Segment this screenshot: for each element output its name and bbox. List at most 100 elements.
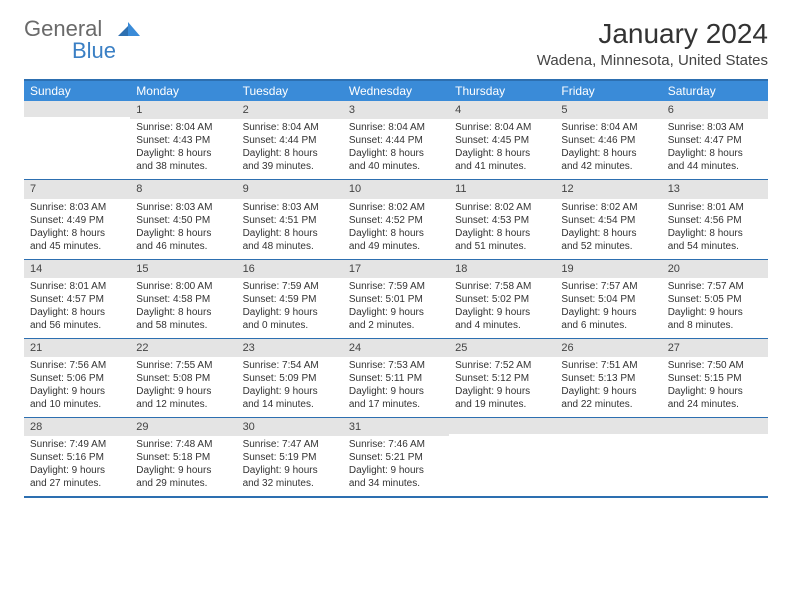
day-content: Sunrise: 7:59 AMSunset: 5:01 PMDaylight:… — [343, 278, 449, 338]
day-content: Sunrise: 8:04 AMSunset: 4:44 PMDaylight:… — [343, 119, 449, 179]
day-content: Sunrise: 7:56 AMSunset: 5:06 PMDaylight:… — [24, 357, 130, 417]
day-number: 10 — [343, 180, 449, 198]
daylight-text: Daylight: 9 hours and 27 minutes. — [30, 464, 124, 490]
day-number: 29 — [130, 418, 236, 436]
sunrise-text: Sunrise: 8:00 AM — [136, 280, 230, 293]
calendar-day-cell: 2Sunrise: 8:04 AMSunset: 4:44 PMDaylight… — [237, 101, 343, 179]
day-content: Sunrise: 8:02 AMSunset: 4:54 PMDaylight:… — [555, 199, 661, 259]
sunset-text: Sunset: 5:05 PM — [668, 293, 762, 306]
day-content: Sunrise: 7:55 AMSunset: 5:08 PMDaylight:… — [130, 357, 236, 417]
day-number: 22 — [130, 339, 236, 357]
day-number — [555, 418, 661, 434]
day-number: 28 — [24, 418, 130, 436]
sunset-text: Sunset: 4:44 PM — [349, 134, 443, 147]
sunset-text: Sunset: 5:04 PM — [561, 293, 655, 306]
calendar-table: SundayMondayTuesdayWednesdayThursdayFrid… — [24, 79, 768, 498]
sunset-text: Sunset: 5:02 PM — [455, 293, 549, 306]
daylight-text: Daylight: 8 hours and 54 minutes. — [668, 227, 762, 253]
daylight-text: Daylight: 8 hours and 45 minutes. — [30, 227, 124, 253]
sunrise-text: Sunrise: 7:53 AM — [349, 359, 443, 372]
calendar-day-cell: 12Sunrise: 8:02 AMSunset: 4:54 PMDayligh… — [555, 180, 661, 258]
day-number: 9 — [237, 180, 343, 198]
day-content — [555, 434, 661, 442]
sunrise-text: Sunrise: 7:57 AM — [561, 280, 655, 293]
day-content: Sunrise: 8:00 AMSunset: 4:58 PMDaylight:… — [130, 278, 236, 338]
calendar-day-cell: 28Sunrise: 7:49 AMSunset: 5:16 PMDayligh… — [24, 418, 130, 496]
flag-icon — [118, 20, 140, 42]
sunset-text: Sunset: 5:18 PM — [136, 451, 230, 464]
sunrise-text: Sunrise: 7:59 AM — [243, 280, 337, 293]
daylight-text: Daylight: 8 hours and 39 minutes. — [243, 147, 337, 173]
sunset-text: Sunset: 4:44 PM — [243, 134, 337, 147]
weekday-header: Monday — [130, 81, 236, 101]
sunset-text: Sunset: 5:09 PM — [243, 372, 337, 385]
weekday-header: Wednesday — [343, 81, 449, 101]
sunset-text: Sunset: 4:57 PM — [30, 293, 124, 306]
sunrise-text: Sunrise: 8:03 AM — [668, 121, 762, 134]
day-content: Sunrise: 8:03 AMSunset: 4:50 PMDaylight:… — [130, 199, 236, 259]
daylight-text: Daylight: 8 hours and 49 minutes. — [349, 227, 443, 253]
sunrise-text: Sunrise: 7:52 AM — [455, 359, 549, 372]
calendar-day-cell: 22Sunrise: 7:55 AMSunset: 5:08 PMDayligh… — [130, 339, 236, 417]
day-number: 26 — [555, 339, 661, 357]
calendar-day-cell: 5Sunrise: 8:04 AMSunset: 4:46 PMDaylight… — [555, 101, 661, 179]
day-number: 12 — [555, 180, 661, 198]
calendar-day-cell: 15Sunrise: 8:00 AMSunset: 4:58 PMDayligh… — [130, 260, 236, 338]
weekday-header: Saturday — [662, 81, 768, 101]
sunset-text: Sunset: 4:45 PM — [455, 134, 549, 147]
calendar-day-cell: 19Sunrise: 7:57 AMSunset: 5:04 PMDayligh… — [555, 260, 661, 338]
sunrise-text: Sunrise: 7:55 AM — [136, 359, 230, 372]
daylight-text: Daylight: 8 hours and 44 minutes. — [668, 147, 762, 173]
daylight-text: Daylight: 9 hours and 19 minutes. — [455, 385, 549, 411]
day-number: 14 — [24, 260, 130, 278]
calendar-day-cell: 9Sunrise: 8:03 AMSunset: 4:51 PMDaylight… — [237, 180, 343, 258]
day-content: Sunrise: 7:58 AMSunset: 5:02 PMDaylight:… — [449, 278, 555, 338]
daylight-text: Daylight: 9 hours and 17 minutes. — [349, 385, 443, 411]
day-number: 6 — [662, 101, 768, 119]
day-content: Sunrise: 7:51 AMSunset: 5:13 PMDaylight:… — [555, 357, 661, 417]
day-content: Sunrise: 7:54 AMSunset: 5:09 PMDaylight:… — [237, 357, 343, 417]
calendar-week-row: 28Sunrise: 7:49 AMSunset: 5:16 PMDayligh… — [24, 417, 768, 496]
brand-logo: General Blue — [24, 18, 140, 62]
sunset-text: Sunset: 5:11 PM — [349, 372, 443, 385]
day-number: 23 — [237, 339, 343, 357]
sunset-text: Sunset: 5:08 PM — [136, 372, 230, 385]
calendar-day-cell — [662, 418, 768, 496]
day-number: 24 — [343, 339, 449, 357]
sunrise-text: Sunrise: 7:57 AM — [668, 280, 762, 293]
sunrise-text: Sunrise: 8:04 AM — [455, 121, 549, 134]
sunset-text: Sunset: 5:06 PM — [30, 372, 124, 385]
day-content: Sunrise: 8:03 AMSunset: 4:51 PMDaylight:… — [237, 199, 343, 259]
sunset-text: Sunset: 5:16 PM — [30, 451, 124, 464]
calendar-week-row: 7Sunrise: 8:03 AMSunset: 4:49 PMDaylight… — [24, 179, 768, 258]
weekday-header: Sunday — [24, 81, 130, 101]
daylight-text: Daylight: 8 hours and 42 minutes. — [561, 147, 655, 173]
calendar-day-cell: 4Sunrise: 8:04 AMSunset: 4:45 PMDaylight… — [449, 101, 555, 179]
sunrise-text: Sunrise: 7:54 AM — [243, 359, 337, 372]
sunrise-text: Sunrise: 7:58 AM — [455, 280, 549, 293]
calendar-day-cell: 29Sunrise: 7:48 AMSunset: 5:18 PMDayligh… — [130, 418, 236, 496]
day-number: 27 — [662, 339, 768, 357]
daylight-text: Daylight: 9 hours and 24 minutes. — [668, 385, 762, 411]
calendar-week-row: 14Sunrise: 8:01 AMSunset: 4:57 PMDayligh… — [24, 259, 768, 338]
calendar-day-cell: 31Sunrise: 7:46 AMSunset: 5:21 PMDayligh… — [343, 418, 449, 496]
calendar-day-cell: 27Sunrise: 7:50 AMSunset: 5:15 PMDayligh… — [662, 339, 768, 417]
sunrise-text: Sunrise: 7:59 AM — [349, 280, 443, 293]
day-number: 3 — [343, 101, 449, 119]
sunrise-text: Sunrise: 8:01 AM — [668, 201, 762, 214]
day-number: 31 — [343, 418, 449, 436]
day-content: Sunrise: 8:01 AMSunset: 4:56 PMDaylight:… — [662, 199, 768, 259]
day-number: 25 — [449, 339, 555, 357]
brand-part2: Blue — [72, 38, 116, 63]
sunset-text: Sunset: 5:12 PM — [455, 372, 549, 385]
day-content: Sunrise: 8:04 AMSunset: 4:46 PMDaylight:… — [555, 119, 661, 179]
day-content: Sunrise: 7:46 AMSunset: 5:21 PMDaylight:… — [343, 436, 449, 496]
daylight-text: Daylight: 9 hours and 14 minutes. — [243, 385, 337, 411]
weekday-header: Thursday — [449, 81, 555, 101]
day-content: Sunrise: 8:03 AMSunset: 4:49 PMDaylight:… — [24, 199, 130, 259]
day-content: Sunrise: 8:02 AMSunset: 4:52 PMDaylight:… — [343, 199, 449, 259]
daylight-text: Daylight: 9 hours and 10 minutes. — [30, 385, 124, 411]
day-content: Sunrise: 8:04 AMSunset: 4:44 PMDaylight:… — [237, 119, 343, 179]
sunrise-text: Sunrise: 7:47 AM — [243, 438, 337, 451]
day-content: Sunrise: 8:04 AMSunset: 4:45 PMDaylight:… — [449, 119, 555, 179]
